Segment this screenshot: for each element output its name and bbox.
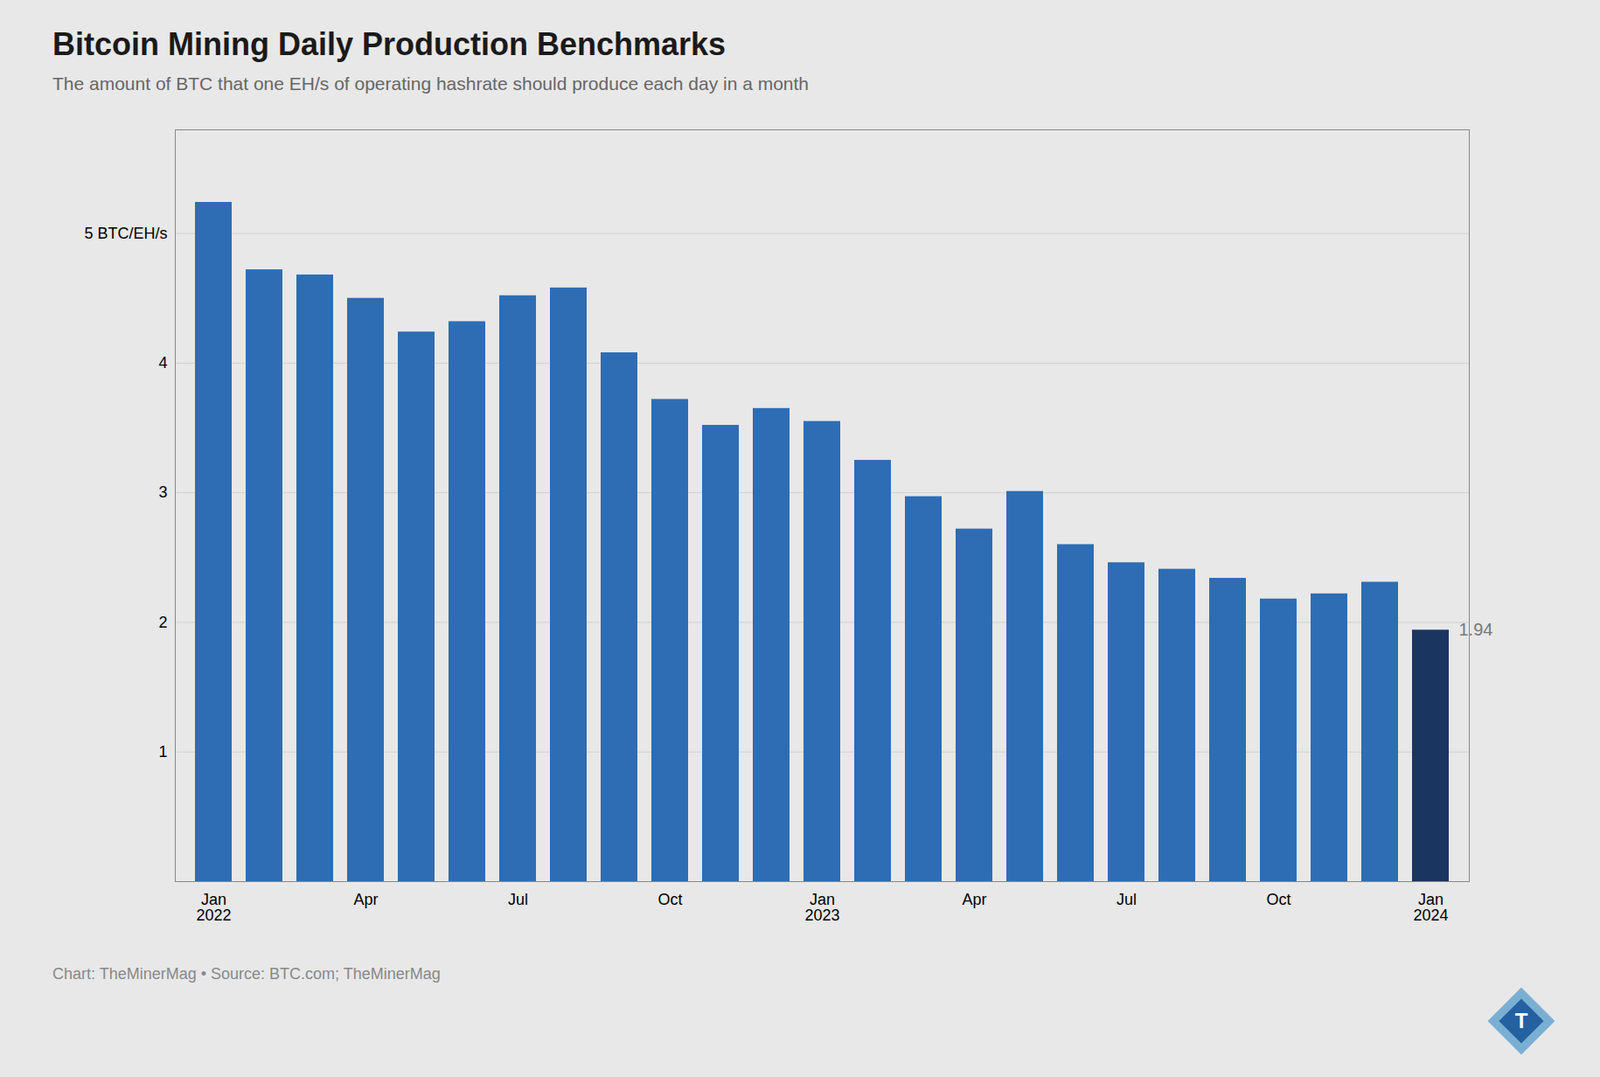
svg-text:Oct: Oct	[1266, 890, 1291, 909]
svg-text:1.94: 1.94	[1459, 619, 1494, 640]
svg-text:Jan2023: Jan2023	[804, 890, 840, 925]
svg-text:Jul: Jul	[1116, 890, 1137, 909]
svg-text:Apr: Apr	[353, 890, 378, 909]
svg-text:Jul: Jul	[507, 890, 529, 909]
svg-text:4: 4	[158, 354, 167, 372]
svg-text:5 BTC/EH/s: 5 BTC/EH/s	[83, 224, 167, 243]
svg-text:Jan2022: Jan2022	[195, 890, 231, 925]
svg-text:1: 1	[158, 743, 167, 761]
svg-text:3: 3	[158, 483, 167, 501]
html-text:The amount of BTC that one EH/: The amount of BTC that one EH/s of opera…	[52, 73, 809, 94]
svg-text:Apr: Apr	[961, 890, 987, 909]
svg-text:T: T	[1515, 1008, 1529, 1033]
svg-text:Jan2024: Jan2024	[1412, 890, 1448, 925]
html-text:Bitcoin Mining Daily Productio: Bitcoin Mining Daily Production Benchmar…	[52, 26, 726, 63]
svg-text:2: 2	[158, 613, 167, 632]
html-text:Chart: TheMinerMag • Source: B: Chart: TheMinerMag • Source: BTC.com; Th…	[52, 965, 441, 983]
svg-text:Oct: Oct	[657, 890, 682, 909]
